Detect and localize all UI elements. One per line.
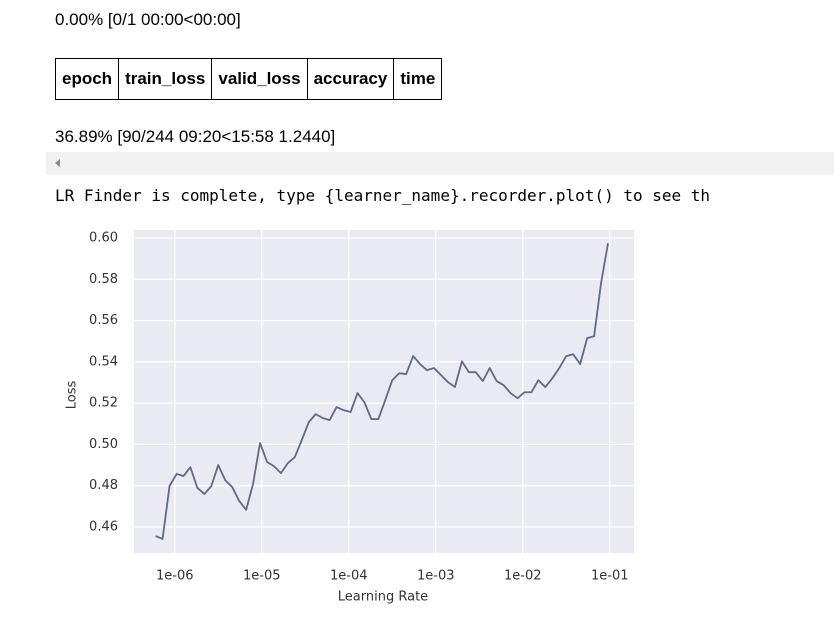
y-tick-label: 0.52 [89,396,118,411]
column-header: accuracy [306,58,395,100]
y-tick-label: 0.48 [89,478,118,493]
progress-text: 36.89% [90/244 09:20<15:58 1.2440] [55,127,336,146]
x-axis-label: Learning Rate [338,590,428,605]
log-text: LR Finder is complete, type {learner_nam… [55,186,711,205]
scrollbar[interactable] [46,152,834,175]
x-tick-label: 1e-06 [156,569,194,584]
column-header: valid_loss [211,58,308,100]
x-tick-label: 1e-01 [591,569,629,584]
progress-text: 0.00% [0/1 00:00<00:00] [55,10,241,29]
y-axis-label: Loss [65,381,80,410]
y-tick-label: 0.56 [89,313,118,328]
y-tick-label: 0.58 [89,272,118,287]
x-tick-label: 1e-02 [504,569,542,584]
x-tick-label: 1e-05 [243,569,281,584]
y-tick-label: 0.60 [89,231,118,246]
metrics-table: epoch train_loss valid_loss accuracy time [54,58,443,100]
y-tick-label: 0.46 [89,519,118,534]
loss-line [155,243,609,540]
y-tick-label: 0.54 [89,354,118,369]
column-header: time [393,58,443,100]
x-tick-label: 1e-03 [417,569,455,584]
plot-background [134,230,634,553]
x-tick-label: 1e-04 [330,569,368,584]
y-tick-label: 0.50 [89,437,118,452]
chart: Learning Rate Loss 0.46 0.48 0.50 0.52 0.54 0… [65,230,634,605]
table-header-row: epoch train_loss valid_loss accuracy time [54,58,443,100]
column-header: train_loss [118,58,213,100]
scroll-left-arrow[interactable] [55,159,60,167]
column-header: epoch [54,58,120,100]
